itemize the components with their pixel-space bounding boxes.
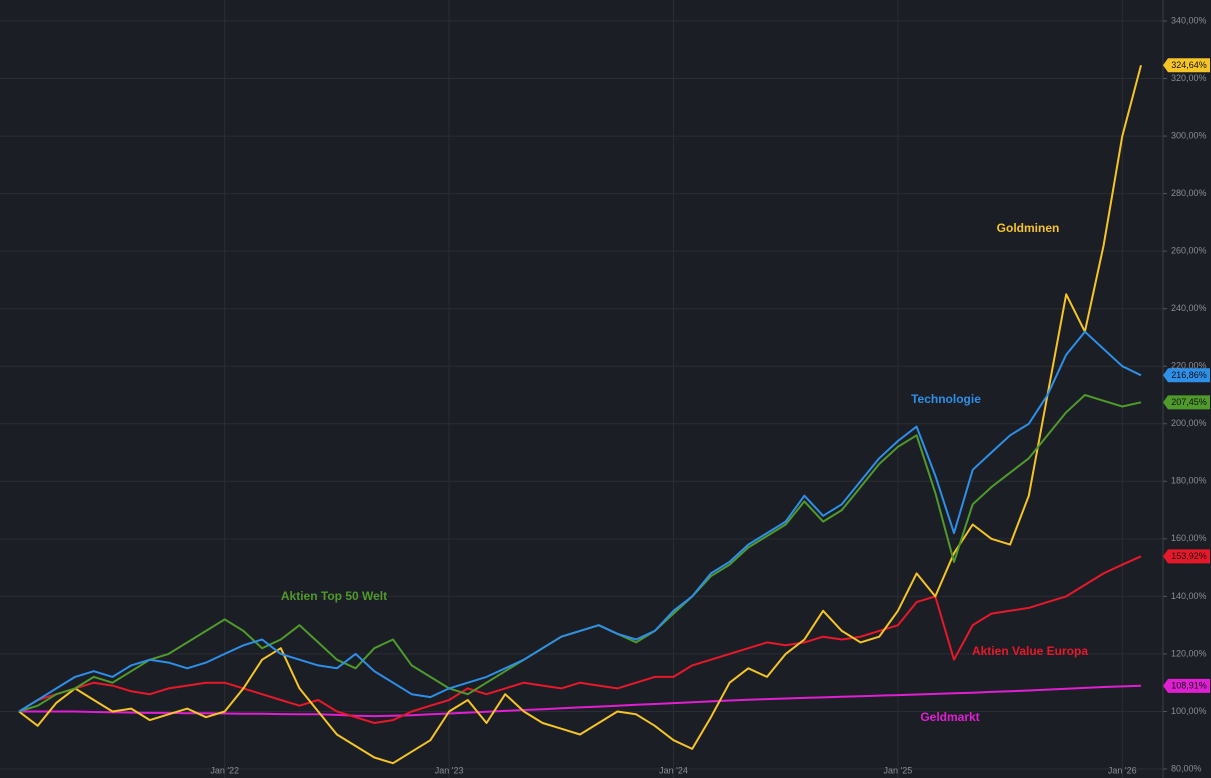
- y-tick-label: 140,00%: [1171, 591, 1207, 601]
- series-name: Geldmarkt: [920, 710, 979, 724]
- x-tick-label: Jan '26: [1108, 765, 1137, 775]
- series-name: Aktien Top 50 Welt: [281, 589, 387, 603]
- series-line: [18, 64, 1142, 765]
- end-label: 216,86%: [1171, 370, 1207, 380]
- x-tick-label: Jan '24: [659, 765, 688, 775]
- y-tick-label: 280,00%: [1171, 188, 1207, 198]
- end-label: 324,64%: [1171, 60, 1207, 70]
- series-name: Goldminen: [997, 221, 1060, 235]
- end-tag: [1163, 678, 1210, 693]
- end-tag: [1163, 549, 1210, 564]
- end-label: 108,91%: [1171, 681, 1207, 691]
- y-tick-label: 240,00%: [1171, 303, 1207, 313]
- y-tick-label: 180,00%: [1171, 476, 1207, 486]
- y-tick-label: 160,00%: [1171, 533, 1207, 543]
- series-name: Technologie: [911, 392, 981, 406]
- y-tick-label: 200,00%: [1171, 418, 1207, 428]
- y-tick-label: 220,00%: [1171, 361, 1207, 371]
- end-tag: [1163, 395, 1210, 410]
- y-tick-label: 340,00%: [1171, 15, 1207, 25]
- y-tick-label: 300,00%: [1171, 130, 1207, 140]
- end-tag: [1163, 368, 1210, 383]
- series-line: [19, 684, 1142, 718]
- end-label: 153,92%: [1171, 551, 1207, 561]
- x-tick-label: Jan '23: [435, 765, 464, 775]
- series-name: Aktien Value Europa: [972, 644, 1088, 658]
- end-label: 207,45%: [1171, 397, 1207, 407]
- y-tick-label: 120,00%: [1171, 648, 1207, 658]
- series-line: [18, 555, 1142, 724]
- x-tick-label: Jan '22: [210, 765, 239, 775]
- x-tick-label: Jan '25: [884, 765, 913, 775]
- y-tick-label: 100,00%: [1171, 706, 1207, 716]
- end-tag: [1163, 58, 1210, 73]
- y-tick-label: 320,00%: [1171, 73, 1207, 83]
- y-tick-label: 260,00%: [1171, 246, 1207, 256]
- series-line: [18, 330, 1142, 713]
- y-tick-label: 80,00%: [1171, 763, 1202, 773]
